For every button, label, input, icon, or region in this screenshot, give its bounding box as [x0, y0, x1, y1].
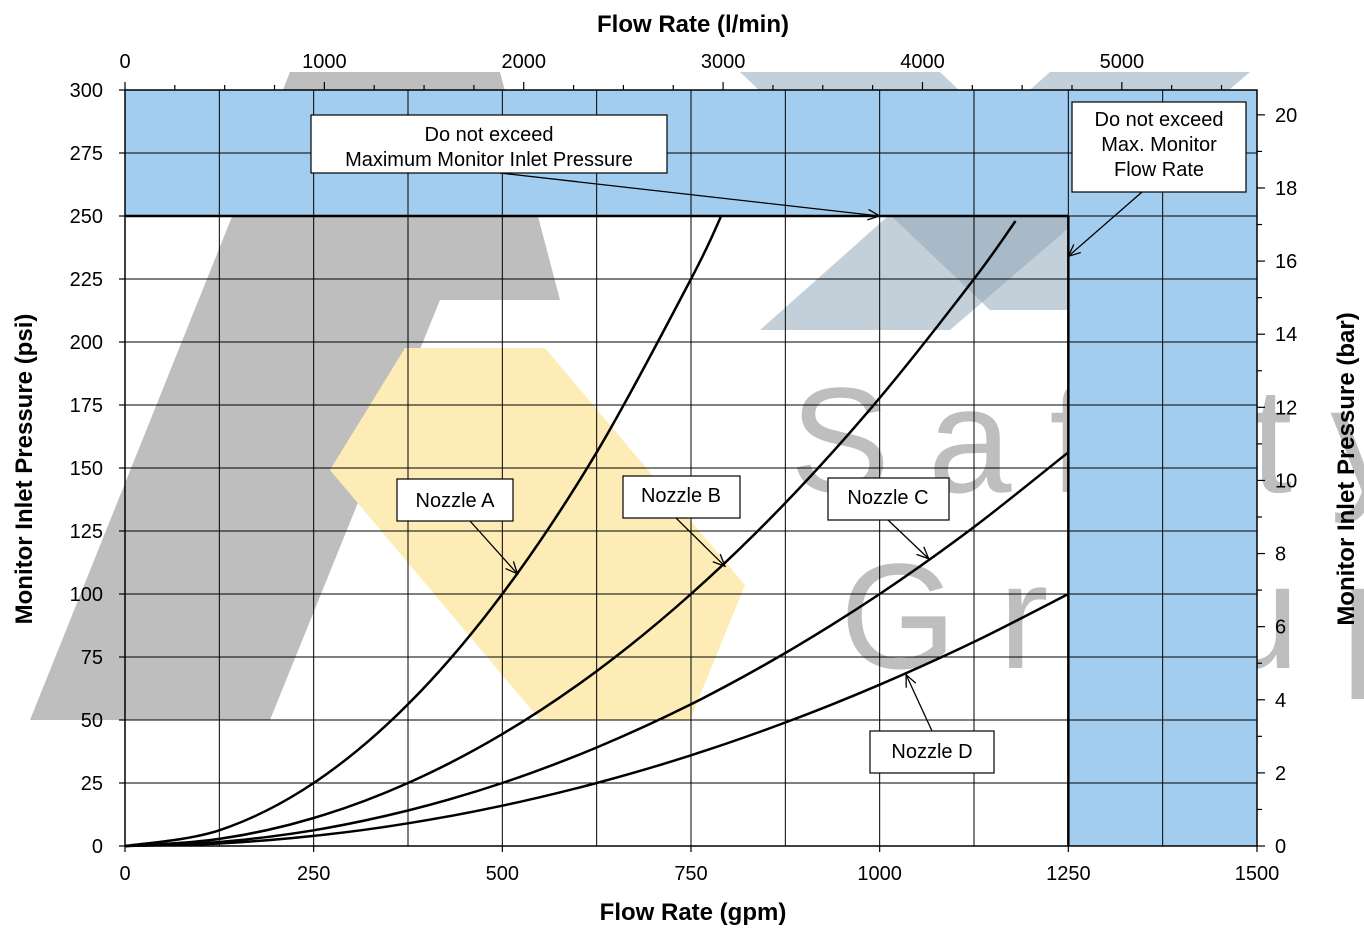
y-tick-label: 175	[70, 395, 103, 417]
x-tick-label: 0	[119, 863, 130, 885]
x-tick-label: 1250	[1046, 863, 1091, 885]
nozzle-a-label-text: Nozzle A	[416, 490, 496, 512]
nozzle-d-label-text: Nozzle D	[891, 741, 972, 763]
right-y-tick-label: 4	[1275, 690, 1286, 712]
right-y-tick-label: 18	[1275, 178, 1297, 200]
max-flow-note-arrow	[1067, 191, 1143, 257]
y-tick-label: 0	[92, 836, 103, 858]
y-tick-label: 100	[70, 584, 103, 606]
nozzle-b-curve	[124, 220, 1017, 848]
max-pressure-note: Do not exceed Maximum Monitor Inlet Pres…	[310, 114, 668, 174]
nozzle-c-label-arrow	[887, 519, 930, 560]
max-pressure-note-arrowhead	[867, 208, 882, 221]
right-y-tick-label: 20	[1275, 105, 1297, 127]
x-axis-title: Flow Rate (gpm)	[600, 899, 787, 926]
series-layer	[124, 215, 1070, 848]
right-y-axis-title: Monitor Inlet Pressure (bar)	[1333, 312, 1360, 625]
max-flow-note-line-1: Do not exceed	[1095, 109, 1224, 131]
x-tick-label: 1500	[1235, 863, 1280, 885]
axis-ticks	[119, 82, 1265, 852]
max-flow-note-line-3: Flow Rate	[1114, 159, 1204, 181]
x-tick-label: 750	[674, 863, 707, 885]
top-x-tick-label: 4000	[900, 51, 945, 73]
max-flow-note-arrowhead	[1067, 244, 1081, 258]
right-y-tick-label: 8	[1275, 544, 1286, 566]
annotations: Do not exceed Maximum Monitor Inlet Pres…	[310, 101, 1247, 774]
right-y-tick-label: 2	[1275, 763, 1286, 785]
y-tick-label: 75	[81, 647, 103, 669]
nozzle-b-label-arrowhead	[712, 553, 727, 568]
nozzle-b-label-text: Nozzle B	[641, 485, 721, 507]
right-y-tick-label: 14	[1275, 324, 1297, 346]
nozzle-c-label-text: Nozzle C	[847, 487, 928, 509]
right-y-tick-label: 0	[1275, 836, 1286, 858]
nozzle-d-label: Nozzle D	[869, 730, 995, 774]
nozzle-b-label-arrow	[675, 517, 726, 567]
y-tick-label: 300	[70, 80, 103, 102]
x-tick-label: 1000	[857, 863, 902, 885]
right-y-tick-label: 6	[1275, 617, 1286, 639]
nozzle-c-curve	[124, 451, 1070, 848]
top-x-tick-label: 3000	[701, 51, 746, 73]
top-x-axis-title: Flow Rate (l/min)	[597, 11, 789, 38]
nozzle-c-label: Nozzle C	[827, 477, 950, 521]
max-flow-note-line-2: Max. Monitor	[1101, 134, 1217, 156]
annotation-arrows	[469, 172, 1143, 732]
y-tick-label: 225	[70, 269, 103, 291]
right-y-tick-label: 10	[1275, 470, 1297, 492]
nozzle-d-label-arrow	[905, 674, 933, 732]
y-tick-label: 200	[70, 332, 103, 354]
max-pressure-note-arrow	[499, 172, 880, 217]
max-pressure-note-line-2: Maximum Monitor Inlet Pressure	[345, 149, 633, 171]
axis-tick-labels: 0 250 500 750 1000 1250 1500025507510012515017…	[70, 51, 1298, 885]
nozzle-d-curve	[124, 592, 1069, 848]
top-x-tick-label: 1000	[302, 51, 347, 73]
right-y-tick-label: 12	[1275, 397, 1297, 419]
y-tick-label: 150	[70, 458, 103, 480]
nozzle-a-curve	[124, 215, 723, 848]
y-tick-label: 50	[81, 710, 103, 732]
top-x-tick-label: 0	[119, 51, 130, 73]
right-y-tick-label: 16	[1275, 251, 1297, 273]
nozzle-c-label-arrowhead	[916, 546, 930, 560]
y-tick-label: 275	[70, 143, 103, 165]
top-x-tick-label: 2000	[501, 51, 546, 73]
nozzle-a-label-arrow	[469, 520, 518, 575]
y-axis-title: Monitor Inlet Pressure (psi)	[11, 314, 38, 625]
watermark-letter-a-left	[30, 72, 560, 720]
nozzle-a-label: Nozzle A	[396, 478, 514, 522]
y-tick-label: 250	[70, 206, 103, 228]
x-tick-label: 250	[297, 863, 330, 885]
y-tick-label: 125	[70, 521, 103, 543]
y-tick-label: 25	[81, 773, 103, 795]
max-flow-note: Do not exceed Max. Monitor Flow Rate	[1071, 101, 1247, 193]
top-x-tick-label: 5000	[1100, 51, 1145, 73]
nozzle-b-label: Nozzle B	[622, 475, 741, 519]
watermark-plus-sign	[330, 348, 745, 720]
nozzle-a-label-arrowhead	[505, 561, 519, 576]
x-tick-label: 500	[486, 863, 519, 885]
max-pressure-note-line-1: Do not exceed	[425, 124, 554, 146]
nozzle-d-label-arrowhead	[905, 673, 917, 688]
